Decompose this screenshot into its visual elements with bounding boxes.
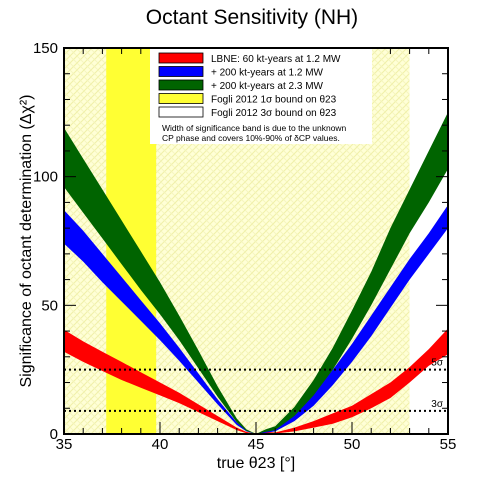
band-series-2 xyxy=(64,112,448,434)
legend-label-3: Fogli 2012 1σ bound on θ23 xyxy=(211,95,337,106)
y-tick-label: 100 xyxy=(33,169,58,186)
x-tick-label: 40 xyxy=(152,436,169,453)
legend-note-line-2: CP phase and covers 10%-90% of δCP value… xyxy=(162,133,340,143)
legend: LBNE: 60 kt-years at 1.2 MW + 200 kt-year… xyxy=(150,49,372,144)
legend-swatch-3 xyxy=(158,93,204,104)
x-tick-label: 50 xyxy=(344,436,361,453)
legend-swatch-0 xyxy=(158,52,204,64)
legend-label-0: LBNE: 60 kt-years at 1.2 MW xyxy=(211,54,341,65)
chart-title: Octant Sensitivity (NH) xyxy=(146,6,358,29)
reference-label-0: 5σ xyxy=(431,358,444,369)
legend-note-line-1: Width of significance band is due to the… xyxy=(162,123,347,133)
axis-ticks: 35 40 45 50 55 0 50 100 150 xyxy=(33,40,456,453)
sensitivity-bands xyxy=(64,112,448,434)
band-series-1 xyxy=(64,205,448,434)
y-tick-label: 50 xyxy=(41,297,58,314)
legend-label-4: Fogli 2012 3σ bound on θ23 xyxy=(211,108,337,119)
legend-swatch-4 xyxy=(158,106,204,118)
x-tick-label: 35 xyxy=(56,436,73,453)
legend-label-2: + 200 kt-years at 2.3 MW xyxy=(211,81,324,92)
x-tick-label: 55 xyxy=(440,436,457,453)
y-tick-label: 150 xyxy=(33,40,58,57)
x-tick-label: 45 xyxy=(248,436,265,453)
legend-swatch-1 xyxy=(158,66,204,77)
y-axis-label: Significance of octant determination (Δχ… xyxy=(18,95,35,388)
legend-entries: LBNE: 60 kt-years at 1.2 MW + 200 kt-year… xyxy=(158,52,341,119)
legend-label-1: + 200 kt-years at 1.2 MW xyxy=(211,68,324,79)
reference-lines xyxy=(64,368,448,412)
reference-line-labels: 5σ 3σ xyxy=(431,358,444,410)
band-series-0 xyxy=(64,328,448,434)
reference-label-1: 3σ xyxy=(431,399,444,410)
legend-swatch-2 xyxy=(158,79,204,91)
x-axis-label: true θ23 [°] xyxy=(217,455,295,472)
y-tick-label: 0 xyxy=(50,426,58,443)
